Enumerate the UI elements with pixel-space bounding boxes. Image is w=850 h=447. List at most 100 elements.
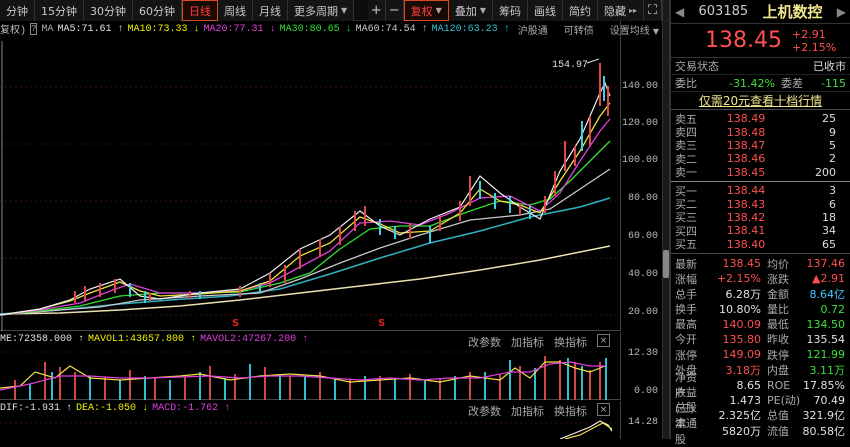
bid-price: 138.42 [726,210,766,224]
help-icon[interactable]: ? [30,23,38,35]
switch-indicator-button[interactable]: 换指标 [554,405,587,418]
stat-label: 总值 [767,409,789,423]
period-1min[interactable]: 分钟 [0,0,35,21]
set-ma-dropdown[interactable]: 设置均线 ▼ [610,22,659,37]
ask-row: 卖三 138.47 5 [671,139,850,153]
stat-value: 2.325亿 [718,409,762,423]
bid-label: 买三 [675,211,697,225]
period-30min[interactable]: 30分钟 [84,0,133,21]
vertical-scrollbar[interactable] [662,0,670,439]
more-periods-dropdown[interactable]: 更多周期 ▼ [288,0,355,21]
ask-vol: 200 [815,165,836,179]
add-indicator-button[interactable]: 加指标 [511,405,544,418]
stats-divider [671,252,850,254]
stat-value: +2.15% [716,272,761,286]
bid-price: 138.41 [726,224,766,238]
ask-label: 卖四 [675,126,697,140]
dif-value: DIF:-1.931 ↑ [0,403,72,414]
ma120-value: MA120:63.23 ↑ [432,24,510,35]
ma60-value: MA60:74.54 ↑ [356,24,428,35]
fuquan-label: 复权 [410,4,433,18]
fuquan-dropdown[interactable]: 复权 ▼ [403,0,449,21]
overlay-dropdown[interactable]: 叠加 ▼ [448,0,493,21]
y-tick: 100.00 [621,155,658,166]
ask-price: 138.49 [726,112,766,126]
period-15min[interactable]: 15分钟 [35,0,84,21]
stat-value: 149.09 [722,348,762,362]
chips-button[interactable]: 筹码 [492,0,528,21]
hide-button[interactable]: 隐藏 ▸▸ [597,0,644,21]
period-weekly[interactable]: 周线 [218,0,253,21]
stat-label: 收益(三) [675,386,697,416]
stat-value: ▲2.91 [812,272,845,286]
weicha-value: -115 [821,76,846,90]
fullscreen-icon: ⛶ [647,3,658,18]
ask-row: 卖五 138.49 25 [671,112,850,126]
zoom-out-button[interactable]: − [385,0,404,21]
mavol1-value: MAVOL1:43657.800 ↑ [88,334,196,345]
ask-vol: 2 [829,152,836,166]
macd-value: MACD:-1.762 ↑ [152,403,230,414]
volume-legend: ME:72358.000 ↑ MAVOL1:43657.800 ↑ MAVOL2… [0,334,308,345]
ma60-text: MA60:74.54 [355,23,416,35]
switch-indicator-button[interactable]: 换指标 [554,336,587,349]
y-tick: 60.00 [627,231,658,242]
scroll-thumb[interactable] [663,250,669,278]
edit-params-button[interactable]: 改参数 [468,336,501,349]
bid-vol: 34 [822,224,836,238]
bid-row: 买四 138.41 34 [671,224,850,238]
close-icon[interactable]: × [597,403,610,416]
bid-book: 买一 138.44 3 买二 138.43 6 买三 138.42 18 买四 138.41 3… [671,184,850,251]
arrow-down-icon: ↓ [142,403,149,414]
ma10-value: MA10:73.33 ↓ [127,24,199,35]
arrow-up-icon: ↑ [302,334,309,345]
period-monthly[interactable]: 月线 [253,0,288,21]
stat-value: 140.09 [722,317,762,331]
stat-value: 134.50 [806,317,846,331]
zoom-in-button[interactable]: + [367,0,386,21]
fullscreen-button[interactable]: ⛶ [644,0,662,21]
y-tick: 20.00 [627,307,658,318]
y-tick: 14.28 [627,417,658,428]
stat-label: 外盘 [675,363,697,377]
stat-row: 最新 138.45 均价 137.46 [671,256,850,271]
next-stock-icon[interactable]: ▶ [836,4,846,19]
bid-row: 买二 138.43 6 [671,197,850,212]
draw-line-button[interactable]: 画线 [527,0,563,21]
edit-params-button[interactable]: 改参数 [468,405,501,418]
stat-label: 量比 [767,303,789,317]
period-60min[interactable]: 60分钟 [133,0,182,21]
stat-label: 流值 [767,424,789,438]
stat-label: PE(动) [767,394,801,408]
close-icon[interactable]: × [597,334,610,347]
candlestick-chart[interactable]: 154.97 S S [0,21,620,331]
prev-stock-icon[interactable]: ◀ [675,4,685,19]
ask-vol: 9 [829,125,836,139]
period-daily[interactable]: 日线 [182,0,218,21]
price-change: +2.91 [791,27,826,41]
high-price-label: 154.97 [552,60,588,71]
s-marker: S [378,318,385,329]
bid-label: 买一 [675,184,697,198]
volume-panel[interactable]: ME:72358.000 ↑ MAVOL1:43657.800 ↑ MAVOL2… [0,332,620,400]
ma20-value: MA20:77.31 ↓ [204,24,276,35]
level10-upgrade-link[interactable]: 仅需20元查看十档行情 [671,92,850,110]
stat-value: 1.473 [729,393,762,407]
bid-label: 买五 [675,238,697,252]
stat-row: 净资产 8.65 ROE 17.85% [671,371,850,400]
add-indicator-button[interactable]: 加指标 [511,336,544,349]
macd-panel[interactable]: DIF:-1.931 ↑ DEA:-1.050 ↓ MACD:-1.762 ↑ … [0,401,620,439]
convertible-bond-link[interactable]: 可转债 [563,25,594,37]
macd-legend: DIF:-1.931 ↑ DEA:-1.050 ↓ MACD:-1.762 ↑ [0,403,230,414]
trade-status-label: 交易状态 [675,60,719,73]
weibi-value: -31.42% [729,76,775,90]
stat-label: 最低 [767,318,789,332]
ask-book: 卖五 138.49 25 卖四 138.48 9 卖三 138.47 5 卖二 138.46 2… [671,110,850,179]
stat-label: 今开 [675,333,697,347]
bid-label: 买四 [675,224,697,238]
ma20-text: MA20:77.31 [203,23,264,35]
quote-header: ◀ 603185 上机数控 ▶ [671,0,850,24]
stat-value: 8.64亿 [809,287,846,301]
hugutong-link[interactable]: 沪股通 [517,25,548,37]
simple-mode-button[interactable]: 简约 [562,0,598,21]
